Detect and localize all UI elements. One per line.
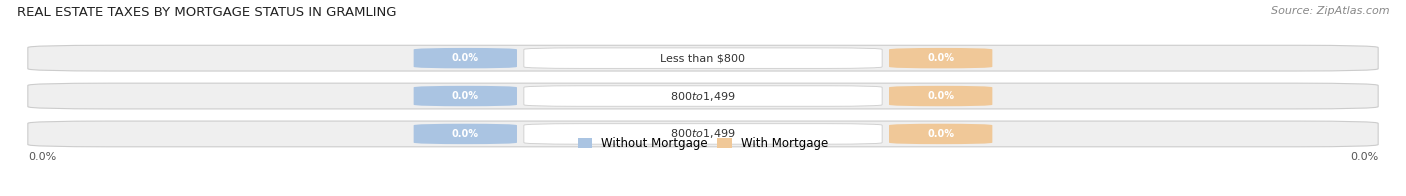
FancyBboxPatch shape bbox=[28, 121, 1378, 147]
FancyBboxPatch shape bbox=[413, 86, 517, 106]
Text: Source: ZipAtlas.com: Source: ZipAtlas.com bbox=[1271, 6, 1389, 16]
Text: 0.0%: 0.0% bbox=[927, 53, 955, 63]
FancyBboxPatch shape bbox=[28, 45, 1378, 71]
FancyBboxPatch shape bbox=[524, 86, 882, 106]
Text: 0.0%: 0.0% bbox=[451, 53, 479, 63]
FancyBboxPatch shape bbox=[889, 124, 993, 144]
Text: 0.0%: 0.0% bbox=[451, 129, 479, 139]
Text: 0.0%: 0.0% bbox=[927, 91, 955, 101]
Text: 0.0%: 0.0% bbox=[28, 152, 56, 162]
FancyBboxPatch shape bbox=[524, 48, 882, 68]
Text: $800 to $1,499: $800 to $1,499 bbox=[671, 90, 735, 103]
Text: 0.0%: 0.0% bbox=[1350, 152, 1378, 162]
Legend: Without Mortgage, With Mortgage: Without Mortgage, With Mortgage bbox=[575, 135, 831, 153]
Text: $800 to $1,499: $800 to $1,499 bbox=[671, 127, 735, 140]
Text: 0.0%: 0.0% bbox=[927, 129, 955, 139]
Text: Less than $800: Less than $800 bbox=[661, 53, 745, 63]
FancyBboxPatch shape bbox=[413, 48, 517, 68]
FancyBboxPatch shape bbox=[889, 86, 993, 106]
Text: REAL ESTATE TAXES BY MORTGAGE STATUS IN GRAMLING: REAL ESTATE TAXES BY MORTGAGE STATUS IN … bbox=[17, 6, 396, 19]
FancyBboxPatch shape bbox=[524, 124, 882, 144]
FancyBboxPatch shape bbox=[28, 83, 1378, 109]
Text: 0.0%: 0.0% bbox=[451, 91, 479, 101]
FancyBboxPatch shape bbox=[413, 124, 517, 144]
FancyBboxPatch shape bbox=[889, 48, 993, 68]
